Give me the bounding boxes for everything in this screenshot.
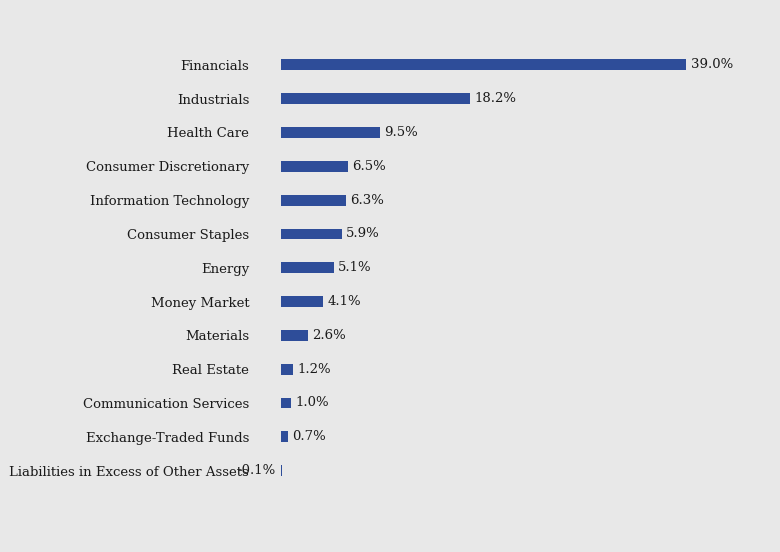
Text: 5.9%: 5.9% <box>346 227 380 241</box>
Text: -0.1%: -0.1% <box>237 464 275 477</box>
Bar <box>281 262 334 273</box>
Bar <box>281 93 470 104</box>
Text: 9.5%: 9.5% <box>384 126 417 139</box>
Text: 18.2%: 18.2% <box>474 92 516 105</box>
Text: 1.2%: 1.2% <box>297 363 331 376</box>
Text: 4.1%: 4.1% <box>328 295 361 308</box>
Bar <box>281 364 293 375</box>
Bar <box>281 330 308 341</box>
Text: 6.5%: 6.5% <box>353 160 386 173</box>
Bar <box>281 397 291 408</box>
Text: 0.7%: 0.7% <box>292 430 326 443</box>
Bar <box>281 296 324 307</box>
Bar <box>281 127 380 138</box>
Text: 39.0%: 39.0% <box>690 59 732 71</box>
Bar <box>281 229 342 240</box>
Bar <box>281 161 349 172</box>
Text: 2.6%: 2.6% <box>312 329 346 342</box>
Bar <box>281 431 288 442</box>
Text: 1.0%: 1.0% <box>296 396 329 410</box>
Text: 6.3%: 6.3% <box>350 194 385 206</box>
Bar <box>281 195 346 205</box>
Text: 5.1%: 5.1% <box>338 261 371 274</box>
Bar <box>281 465 282 476</box>
Bar <box>281 60 686 70</box>
